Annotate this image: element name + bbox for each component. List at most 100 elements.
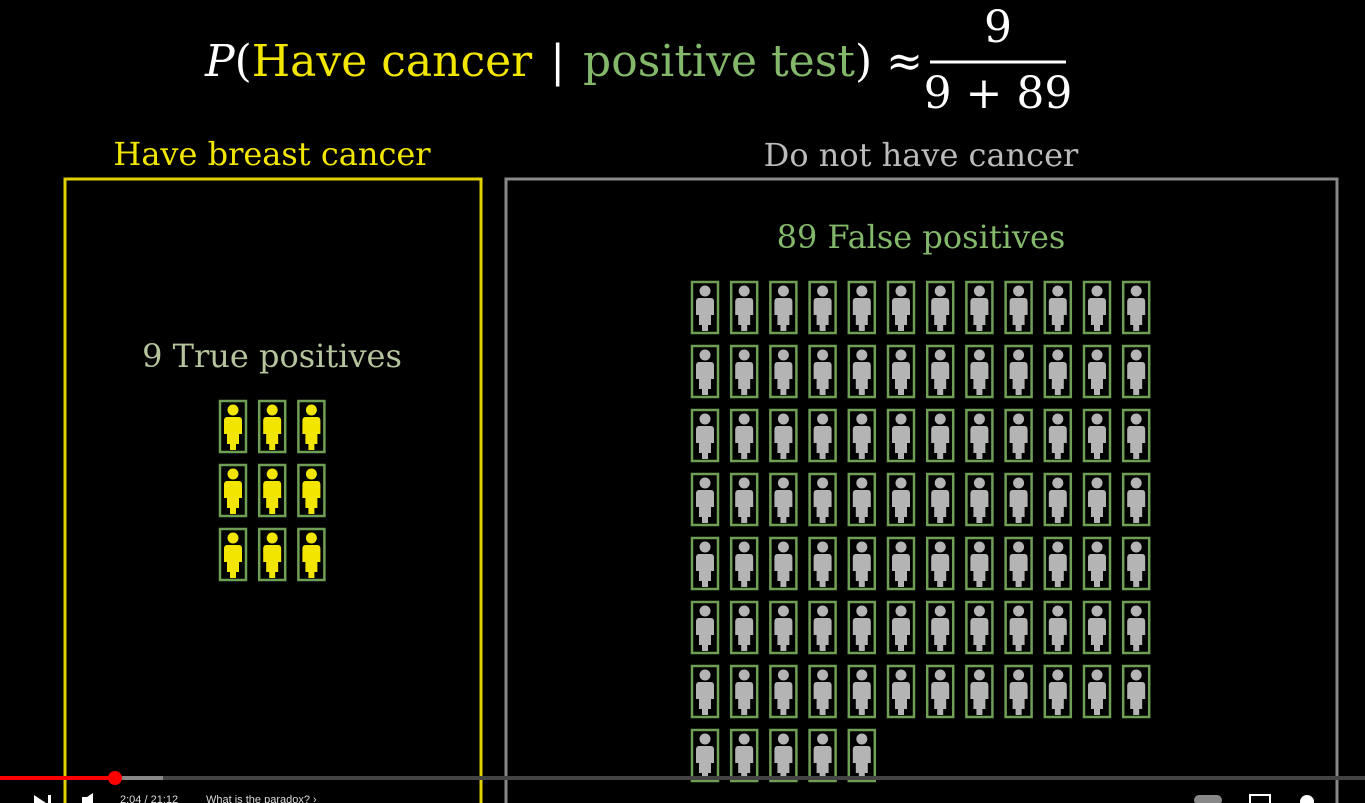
icon-frame	[1082, 664, 1112, 719]
person-icon	[1082, 472, 1112, 527]
icon-frame	[769, 536, 798, 591]
person-icon	[1004, 664, 1033, 719]
icon-frame	[847, 280, 877, 335]
person-icon	[925, 536, 955, 591]
icon-frame	[965, 664, 994, 719]
person-icon	[847, 600, 877, 655]
person-icon	[729, 664, 759, 719]
icon-frame	[925, 280, 955, 335]
person-icon	[1121, 344, 1151, 399]
icon-frame	[769, 728, 798, 783]
person-icon	[297, 463, 326, 518]
person-icon	[1082, 408, 1112, 463]
subtitles-button[interactable]	[1249, 794, 1271, 803]
progress-played	[0, 776, 115, 780]
person-icon	[769, 472, 798, 527]
formula-condition: positive test	[583, 36, 855, 87]
settings-button[interactable]	[1300, 795, 1314, 803]
icon-frame	[1043, 280, 1073, 335]
person-icon	[847, 280, 877, 335]
icon-frame	[808, 600, 837, 655]
icon-frame	[257, 399, 287, 454]
icon-frame	[1004, 344, 1033, 399]
icon-frame	[1043, 408, 1073, 463]
person-icon	[729, 536, 759, 591]
person-icon	[1004, 344, 1033, 399]
panel-box	[63, 177, 483, 803]
person-icon	[1004, 536, 1033, 591]
icon-frame	[1082, 472, 1112, 527]
icon-frame	[808, 344, 837, 399]
icon-frame	[690, 728, 720, 783]
formula-close: )	[855, 36, 872, 87]
icon-frame	[808, 536, 837, 591]
person-icon	[1082, 536, 1112, 591]
icon-frame	[965, 280, 994, 335]
person-icon	[729, 344, 759, 399]
icon-frame	[769, 664, 798, 719]
person-icon	[1043, 536, 1073, 591]
formula-bar: |	[550, 36, 565, 87]
time-display: 2:04 / 21:12	[120, 794, 178, 803]
person-icon	[769, 664, 798, 719]
icon-frame	[886, 408, 916, 463]
person-icon	[808, 536, 837, 591]
person-icon	[690, 344, 720, 399]
progress-handle[interactable]	[108, 771, 122, 785]
icon-frame	[1082, 280, 1112, 335]
icon-frame	[847, 472, 877, 527]
icon-frame	[847, 344, 877, 399]
next-button[interactable]	[34, 795, 51, 803]
icon-frame	[1043, 664, 1073, 719]
person-icon	[847, 664, 877, 719]
icon-frame	[886, 280, 916, 335]
icon-frame	[1121, 664, 1151, 719]
icon-frame	[690, 664, 720, 719]
person-icon	[847, 472, 877, 527]
icon-frame	[769, 408, 798, 463]
icon-frame	[1121, 344, 1151, 399]
person-icon	[886, 664, 916, 719]
icon-frame	[925, 664, 955, 719]
person-icon	[1004, 600, 1033, 655]
icon-frame	[1082, 408, 1112, 463]
player-controls: 2:04 / 21:12 What is the paradox? ›	[0, 771, 1365, 803]
person-icon	[690, 472, 720, 527]
person-icon	[847, 344, 877, 399]
icon-frame	[965, 408, 994, 463]
person-icon	[1082, 600, 1112, 655]
icon-frame	[690, 472, 720, 527]
icon-frame	[297, 527, 326, 582]
autoplay-toggle[interactable]	[1194, 795, 1222, 803]
person-icon	[297, 527, 326, 582]
person-icon	[808, 280, 837, 335]
person-icon	[808, 408, 837, 463]
formula-open: (	[235, 36, 252, 87]
icon-groups	[218, 280, 1151, 783]
icon-frame	[1043, 344, 1073, 399]
icon-frame	[1004, 280, 1033, 335]
volume-button[interactable]	[82, 793, 93, 803]
person-icon	[1043, 664, 1073, 719]
icon-frame	[1121, 280, 1151, 335]
person-icon	[965, 600, 994, 655]
icon-frame	[729, 472, 759, 527]
person-icon	[847, 536, 877, 591]
person-icon	[886, 344, 916, 399]
person-icon	[1121, 472, 1151, 527]
person-icon	[729, 280, 759, 335]
icon-frame	[1043, 472, 1073, 527]
icon-frame	[1121, 408, 1151, 463]
icon-frame	[297, 463, 326, 518]
icon-frame	[690, 536, 720, 591]
icon-frame	[886, 536, 916, 591]
person-icon	[257, 527, 287, 582]
person-icon	[729, 472, 759, 527]
icon-frame	[847, 408, 877, 463]
formula: P(Have cancer | positive test) ≈	[204, 36, 923, 87]
person-icon	[729, 600, 759, 655]
icon-frame	[847, 536, 877, 591]
chapter-title[interactable]: What is the paradox? ›	[206, 794, 317, 803]
icon-frame	[808, 280, 837, 335]
